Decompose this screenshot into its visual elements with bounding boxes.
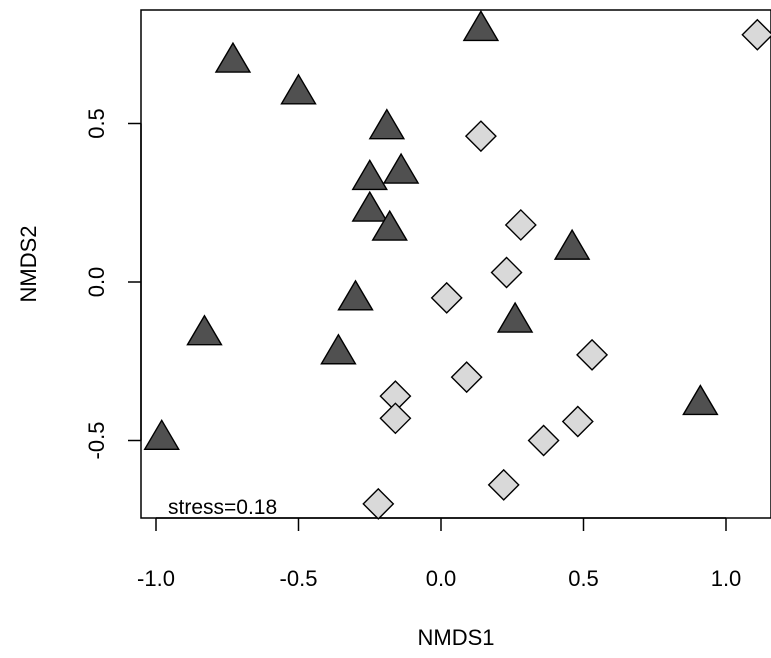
plot-frame [140, 9, 771, 519]
triangle-point [351, 190, 388, 222]
triangle-point [462, 10, 500, 42]
triangle-point [496, 301, 534, 333]
triangle-point [280, 73, 317, 105]
triangle-point [320, 333, 357, 365]
triangle-point [368, 108, 406, 140]
triangle-point [382, 152, 420, 184]
triangle-point [337, 279, 374, 311]
x-axis-title: NMDS1 [417, 625, 494, 650]
diamond-point [464, 120, 497, 153]
diamond-point [504, 208, 537, 241]
diamond-point [490, 256, 523, 289]
diamond-point [527, 424, 560, 457]
x-axis: -1.0 -0.5 0.0 0.5 1.0 [137, 517, 742, 591]
diamond-point [430, 281, 463, 314]
triangle-point [186, 314, 223, 346]
x-tick-label: 1.0 [711, 566, 742, 591]
diamond-point [576, 338, 609, 371]
stress-annotation: stress=0.18 [168, 496, 277, 519]
diamond-point [487, 468, 520, 501]
y-tick-label: 0.5 [84, 108, 109, 139]
y-axis-title: NMDS2 [16, 225, 41, 302]
triangle-point [143, 418, 180, 451]
data-points [143, 10, 771, 520]
x-tick-label: -1.0 [137, 566, 175, 591]
diamond-point [379, 402, 412, 435]
x-tick-label: 0.5 [568, 566, 599, 591]
x-tick-label: 0.0 [426, 566, 457, 591]
triangle-point [682, 384, 719, 416]
y-axis: -0.5 0.0 0.5 [84, 108, 142, 460]
y-tick-label: -0.5 [84, 422, 109, 460]
triangle-point [553, 228, 591, 260]
diamond-point [561, 405, 594, 438]
diamond-point [362, 487, 395, 520]
triangle-point [371, 209, 408, 241]
x-tick-label: -0.5 [280, 566, 318, 591]
triangle-point [214, 41, 252, 73]
diamond-point [450, 361, 483, 394]
triangle-point [351, 159, 388, 191]
y-tick-label: 0.0 [84, 267, 109, 298]
diamond-point [741, 18, 771, 51]
